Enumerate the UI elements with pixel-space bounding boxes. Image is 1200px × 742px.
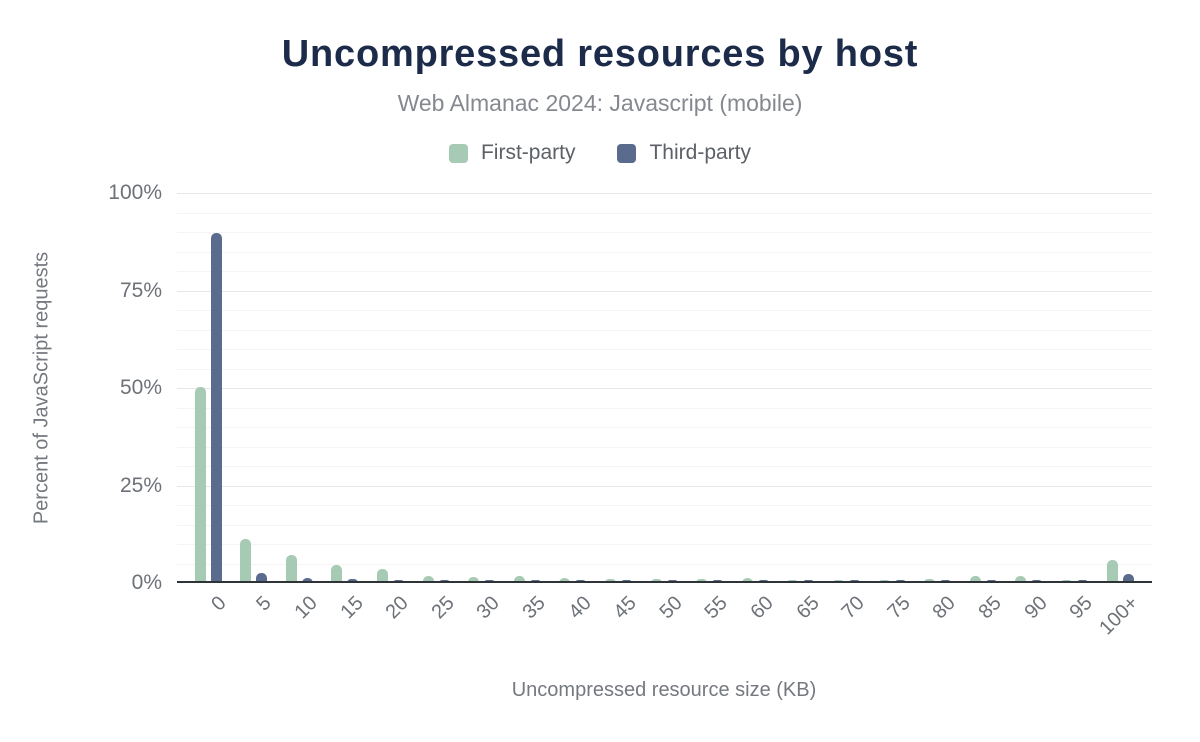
- x-tick-label-35: 35: [518, 592, 550, 624]
- gridline: [177, 310, 1152, 311]
- gridline: [177, 212, 1152, 214]
- x-tick-label-75: 75: [883, 592, 915, 624]
- y-axis-title: Percent of JavaScript requests: [30, 251, 53, 525]
- gridline: [177, 193, 1152, 194]
- gridline: [177, 466, 1152, 467]
- legend-label: Third-party: [649, 141, 752, 164]
- bar-first-party-55[interactable]: [696, 578, 708, 583]
- gridline: [177, 544, 1152, 545]
- bar-third-party-10[interactable]: [301, 578, 313, 583]
- gridline: [177, 563, 1152, 565]
- bar-first-party-30[interactable]: [468, 577, 480, 583]
- bar-first-party-100+[interactable]: [1106, 559, 1118, 583]
- bar-first-party-25[interactable]: [422, 576, 434, 583]
- gridline: [177, 524, 1152, 526]
- gridline: [177, 232, 1152, 233]
- bar-first-party-20[interactable]: [376, 569, 388, 583]
- gridline: [177, 388, 1152, 389]
- x-tick-label-15: 15: [336, 592, 368, 624]
- legend-item-third-party[interactable]: Third-party: [617, 141, 751, 165]
- bar-first-party-60[interactable]: [741, 578, 753, 583]
- gridline: [177, 407, 1152, 409]
- bar-first-party-85[interactable]: [969, 576, 981, 583]
- bar-first-party-0[interactable]: [194, 386, 206, 583]
- bar-third-party-5[interactable]: [256, 572, 268, 583]
- bar-third-party-100+[interactable]: [1122, 573, 1134, 583]
- x-tick-label-55: 55: [700, 592, 733, 624]
- gridline: [177, 446, 1152, 448]
- legend: First-party Third-party: [0, 141, 1200, 165]
- x-tick-label-85: 85: [974, 592, 1006, 624]
- bar-first-party-40[interactable]: [559, 578, 571, 583]
- x-tick-label-70: 70: [837, 592, 869, 624]
- x-tick-label-90: 90: [1020, 592, 1052, 624]
- x-tick-label-60: 60: [746, 592, 778, 624]
- x-tick-label-40: 40: [564, 592, 596, 624]
- bar-third-party-0[interactable]: [210, 233, 222, 583]
- bar-first-party-90[interactable]: [1015, 576, 1027, 583]
- bar-first-party-15[interactable]: [331, 564, 343, 583]
- x-tick-label-65: 65: [792, 592, 824, 624]
- y-tick-label: 50%: [119, 376, 162, 399]
- x-tick-label-80: 80: [928, 592, 961, 624]
- legend-swatch-icon: [617, 143, 637, 163]
- y-tick-label: 100%: [108, 181, 162, 204]
- x-tick-label-100+: 100+: [1095, 592, 1143, 640]
- chart-title: Uncompressed resources by host: [281, 33, 919, 75]
- x-tick-label-95: 95: [1065, 592, 1097, 624]
- gridline: [177, 427, 1152, 428]
- bar-first-party-10[interactable]: [285, 554, 297, 583]
- legend-label: First-party: [480, 141, 576, 164]
- x-tick-label-25: 25: [427, 592, 459, 624]
- x-tick-label-20: 20: [381, 592, 413, 624]
- legend-swatch-icon: [448, 143, 468, 163]
- gridline: [177, 271, 1152, 272]
- x-tick-label-10: 10: [290, 592, 322, 624]
- gridline: [177, 349, 1152, 350]
- bar-first-party-35[interactable]: [513, 576, 525, 583]
- gridline: [177, 290, 1152, 292]
- gridline: [177, 251, 1152, 253]
- legend-item-first-party[interactable]: First-party: [448, 141, 576, 165]
- y-tick-label: 25%: [119, 473, 162, 497]
- x-tick-label-0: 0: [207, 592, 231, 616]
- bar-first-party-50[interactable]: [650, 578, 662, 583]
- y-tick-label: 75%: [119, 278, 162, 302]
- gridline: [177, 485, 1152, 487]
- bar-first-party-5[interactable]: [240, 539, 252, 583]
- chart-subtitle: Web Almanac 2024: Javascript (mobile): [397, 90, 803, 116]
- x-tick-label-5: 5: [252, 592, 277, 616]
- y-tick-label: 0%: [131, 571, 162, 594]
- x-tick-label-50: 50: [655, 592, 687, 624]
- x-axis-line: [177, 581, 1152, 583]
- gridline: [177, 505, 1152, 506]
- x-axis-title: Uncompressed resource size (KB): [511, 679, 817, 701]
- gridline: [177, 368, 1152, 370]
- gridline: [177, 329, 1152, 331]
- x-tick-label-30: 30: [472, 592, 505, 624]
- x-tick-label-45: 45: [609, 592, 641, 624]
